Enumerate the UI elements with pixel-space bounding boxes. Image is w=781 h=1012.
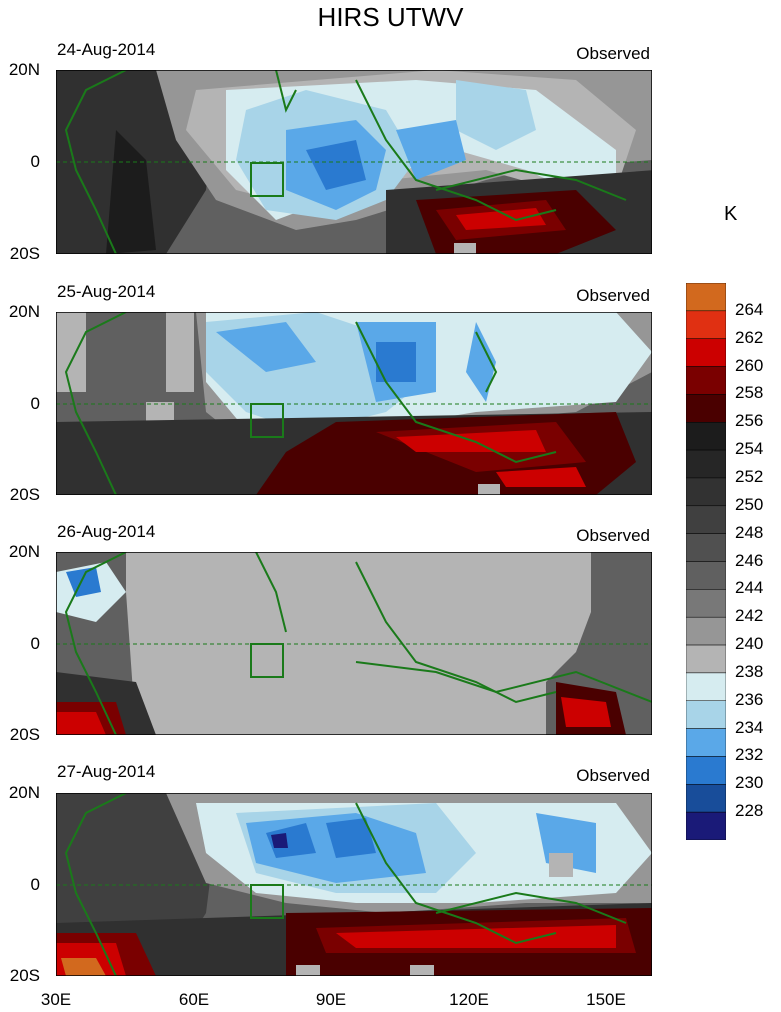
colorbar-level-label: 256	[735, 411, 764, 431]
colorbar-level-label: 264	[735, 299, 764, 319]
colorbar-level-label: 254	[735, 439, 764, 459]
colorbar-swatch	[685, 728, 727, 757]
colorbar-swatch	[685, 310, 727, 339]
y-tick-label: 20N	[8, 302, 40, 321]
colorbar-swatch	[685, 505, 727, 534]
colorbar-level-label: 228	[735, 801, 764, 821]
y-tick-label: 20N	[8, 783, 40, 802]
panel-4	[56, 793, 652, 976]
panel-label: Observed	[576, 286, 650, 305]
heatmap-panel-2	[56, 312, 652, 495]
y-tick-label: 0	[30, 875, 40, 894]
heatmap-panel-1	[56, 70, 652, 254]
panel-date: 27-Aug-2014	[57, 762, 156, 781]
chart-title: HIRS UTWV	[317, 2, 464, 32]
colorbar-swatch	[685, 282, 727, 312]
colorbar-swatch	[685, 811, 727, 841]
colorbar	[685, 282, 727, 845]
colorbar-swatch	[685, 338, 727, 367]
colorbar-level-label: 230	[735, 773, 764, 793]
colorbar-level-label: 232	[735, 745, 764, 765]
x-tick-label: 30E	[40, 990, 72, 1009]
heatmap-panel-4	[56, 793, 652, 976]
colorbar-swatch	[685, 756, 727, 785]
colorbar-swatch	[685, 616, 727, 646]
panel-date: 25-Aug-2014	[57, 282, 156, 301]
colorbar-swatch	[685, 366, 727, 395]
x-tick-label: 60E	[178, 990, 210, 1009]
colorbar-swatch	[685, 449, 727, 479]
colorbar-level-label: 236	[735, 689, 764, 709]
panel-2	[56, 312, 652, 495]
x-tick-label: 120E	[449, 990, 489, 1009]
colorbar-level-label: 238	[735, 661, 764, 681]
y-tick-label: 20S	[9, 725, 40, 744]
x-tick-label: 90E	[315, 990, 347, 1009]
colorbar-level-label: 250	[735, 494, 764, 514]
y-tick-label: 20S	[9, 966, 40, 985]
panel-label: Observed	[576, 766, 650, 785]
colorbar-swatch	[685, 700, 727, 729]
colorbar-swatch	[685, 672, 727, 701]
panel-date: 24-Aug-2014	[57, 40, 156, 59]
colorbar-level-label: 240	[735, 634, 764, 654]
panel-1	[56, 70, 652, 254]
colorbar-level-label: 258	[735, 383, 764, 403]
colorbar-swatch	[685, 644, 727, 674]
y-tick-label: 20N	[8, 542, 40, 561]
colorbar-level-label: 260	[735, 355, 764, 375]
y-tick-label: 0	[30, 394, 40, 413]
panel-label: Observed	[576, 44, 650, 63]
colorbar-swatch	[685, 533, 727, 562]
panel-date: 26-Aug-2014	[57, 522, 156, 541]
colorbar-swatch	[685, 477, 727, 507]
colorbar-level-label: 262	[735, 327, 764, 347]
colorbar-swatch	[685, 589, 727, 618]
panel-label: Observed	[576, 526, 650, 545]
colorbar-level-label: 248	[735, 522, 764, 542]
y-tick-label: 20N	[8, 60, 40, 79]
colorbar-swatch	[685, 422, 727, 451]
colorbar-swatch	[685, 394, 727, 423]
y-tick-label: 20S	[9, 485, 40, 504]
y-tick-label: 0	[30, 634, 40, 653]
heatmap-panel-3	[56, 552, 652, 735]
colorbar-swatches	[685, 282, 727, 841]
colorbar-swatch	[685, 561, 727, 590]
colorbar-swatch	[685, 784, 727, 813]
y-tick-label: 0	[30, 152, 40, 171]
colorbar-level-label: 252	[735, 466, 764, 486]
colorbar-level-label: 242	[735, 606, 764, 626]
x-tick-label: 150E	[586, 990, 626, 1009]
colorbar-level-label: 244	[735, 578, 764, 598]
colorbar-level-label: 234	[735, 717, 764, 737]
panel-3	[56, 552, 652, 735]
colorbar-unit: K	[724, 203, 738, 225]
y-tick-label: 20S	[9, 244, 40, 263]
colorbar-level-label: 246	[735, 550, 764, 570]
